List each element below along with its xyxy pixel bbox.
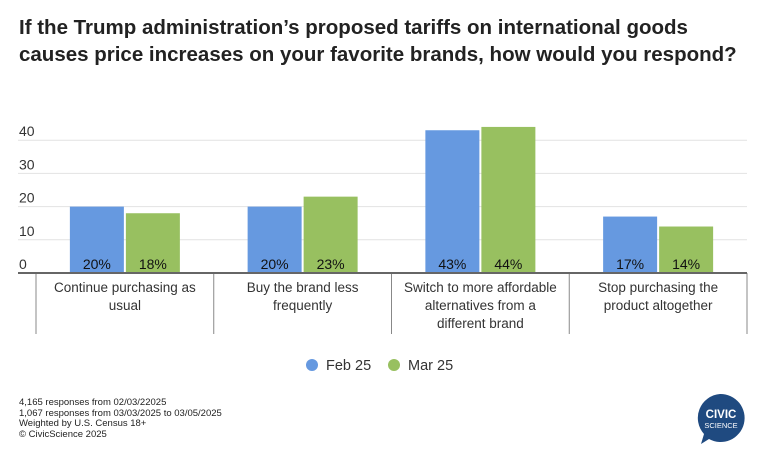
- y-tick-label: 0: [19, 256, 27, 272]
- civicscience-logo: CIVIC SCIENCE: [697, 393, 745, 444]
- legend-label: Feb 25: [326, 358, 371, 374]
- x-category-label: Buy the brand less: [247, 280, 359, 295]
- x-category-label: Switch to more affordable: [404, 280, 557, 295]
- bar-feb-25: [247, 206, 302, 273]
- bar-data-label: 23%: [317, 256, 345, 272]
- footer-line: Weighted by U.S. Census 18+: [19, 418, 147, 429]
- bar-feb-25: [603, 216, 658, 273]
- bar-data-label: 43%: [438, 256, 466, 272]
- x-category-label: Continue purchasing as: [54, 280, 196, 295]
- x-category-label: product altogether: [604, 298, 713, 313]
- footer-line: © CivicScience 2025: [19, 428, 107, 440]
- x-category-label: frequently: [273, 298, 333, 313]
- x-category-label: usual: [109, 298, 141, 313]
- y-tick-label: 20: [19, 190, 35, 206]
- y-tick-label: 30: [19, 156, 35, 172]
- x-category-label: Stop purchasing the: [598, 280, 718, 295]
- logo-text-civic: CIVIC: [706, 409, 737, 421]
- bar-feb-25: [69, 206, 124, 273]
- bar-data-label: 20%: [261, 256, 289, 272]
- y-tick-label: 40: [19, 123, 35, 139]
- footer-line: 4,165 responses from 02/03/22025: [19, 397, 167, 408]
- legend-label: Mar 25: [408, 358, 453, 374]
- y-tick-label: 10: [19, 223, 35, 239]
- bar-data-label: 14%: [672, 256, 700, 272]
- footer-notes: 4,165 responses from 02/03/22025 1,067 r…: [19, 397, 222, 440]
- logo-bubble: [697, 393, 745, 444]
- bar-mar-25: [125, 213, 180, 273]
- bar-feb-25: [425, 130, 480, 273]
- footer-line: 1,067 responses from 03/03/2025 to 03/05…: [19, 407, 222, 419]
- x-category-label: alternatives from a: [425, 298, 537, 313]
- bar-mar-25: [481, 126, 536, 273]
- chart-title: If the Trump administration’s proposed t…: [19, 16, 737, 66]
- bar-mar-25: [659, 226, 714, 273]
- legend-marker: [306, 359, 318, 371]
- bar-mar-25: [303, 196, 358, 273]
- bar-data-label: 18%: [139, 256, 167, 272]
- bar-data-label: 20%: [83, 256, 111, 272]
- x-category-label: different brand: [437, 316, 524, 331]
- bar-chart: 0 10 20 30 40 20% 18% Continue purchasing as usu…: [18, 123, 748, 374]
- bar-data-label: 44%: [494, 256, 522, 272]
- legend-marker: [388, 359, 400, 371]
- bar-data-label: 17%: [616, 256, 644, 272]
- logo-text-science: SCIENCE: [704, 421, 737, 430]
